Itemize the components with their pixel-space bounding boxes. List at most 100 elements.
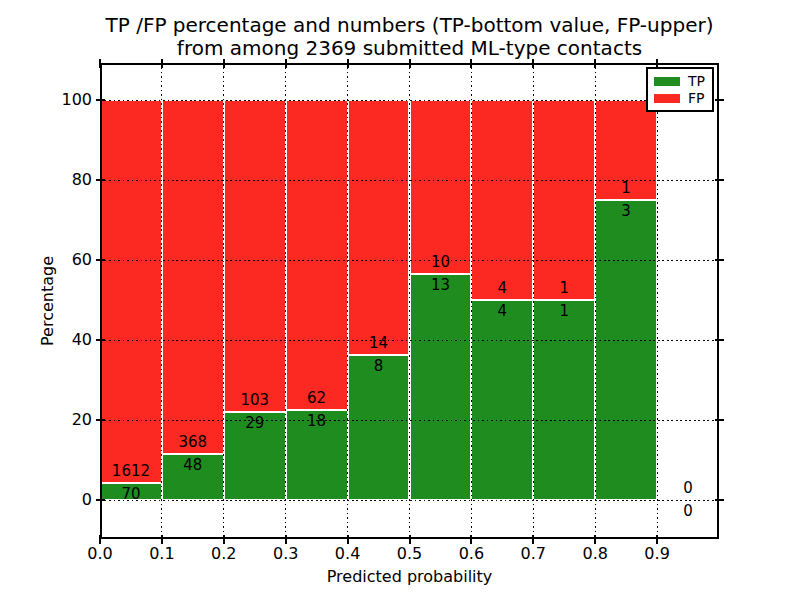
- grid-line-horizontal: [100, 500, 719, 501]
- y-axis-label: Percentage: [38, 256, 57, 346]
- grid-line-vertical: [285, 63, 286, 539]
- fp-bar-segment: [100, 100, 162, 483]
- x-tick-label: 0.7: [503, 544, 563, 564]
- tp-swatch-icon: [654, 77, 680, 86]
- x-tick-label: 0.2: [194, 544, 254, 564]
- bar-group: 11: [533, 100, 595, 500]
- fp-count-label: 62: [280, 389, 354, 408]
- fp-bar-segment: [410, 100, 472, 274]
- fp-count-label: 1: [589, 179, 663, 198]
- x-tick-bottom: [99, 535, 101, 544]
- legend-label-tp: TP: [688, 74, 705, 88]
- x-tick-label: 0.9: [627, 544, 687, 564]
- tp-bar-segment: [533, 300, 595, 500]
- tp-count-label: 3: [589, 202, 663, 221]
- grid-line-vertical: [347, 63, 348, 539]
- tp-count-label: 1: [527, 302, 601, 321]
- grid-line-vertical: [161, 63, 162, 539]
- tp-bar-segment: [471, 300, 533, 500]
- grid-line-vertical: [223, 63, 224, 539]
- x-tick-top: [161, 59, 163, 68]
- grid-line-horizontal: [100, 340, 719, 341]
- grid-line-vertical: [657, 63, 658, 539]
- x-tick-label: 0.0: [70, 544, 130, 564]
- fp-bar-segment: [224, 100, 286, 412]
- plot-area: 16127036848103296218148101344111300: [100, 63, 719, 539]
- chart-title-line1: TP /FP percentage and numbers (TP-bottom…: [100, 14, 719, 37]
- x-tick-label: 0.4: [318, 544, 378, 564]
- x-tick-top: [470, 59, 472, 68]
- fp-swatch-icon: [654, 94, 680, 103]
- y-tick-left: [96, 259, 105, 261]
- legend-entry-fp: FP: [654, 91, 706, 105]
- y-tick-right: [715, 499, 724, 501]
- bar-group: 00: [657, 100, 719, 500]
- x-tick-bottom: [347, 535, 349, 544]
- y-tick-right: [715, 339, 724, 341]
- y-tick-left: [96, 419, 105, 421]
- grid-line-vertical: [533, 63, 534, 539]
- y-tick-right: [715, 259, 724, 261]
- bar-group: 10329: [224, 100, 286, 500]
- y-tick-label: 80: [42, 170, 92, 190]
- y-tick-label: 100: [42, 90, 92, 110]
- x-tick-bottom: [532, 535, 534, 544]
- y-tick-label: 20: [42, 410, 92, 430]
- y-tick-left: [96, 179, 105, 181]
- fp-bar-segment: [471, 100, 533, 300]
- legend-entry-tp: TP: [654, 74, 706, 88]
- x-tick-label: 0.1: [132, 544, 192, 564]
- grid-line-horizontal: [100, 420, 719, 421]
- y-tick-label: 0: [42, 490, 92, 510]
- fp-bar-segment: [286, 100, 348, 410]
- tp-bar-segment: [410, 274, 472, 500]
- bar-group: 161270: [100, 100, 162, 500]
- fp-bar-segment: [533, 100, 595, 300]
- legend-label-fp: FP: [688, 91, 705, 105]
- y-tick-left: [96, 499, 105, 501]
- x-tick-top: [409, 59, 411, 68]
- y-tick-left: [96, 99, 105, 101]
- bar-group: 13: [595, 100, 657, 500]
- figure: TP /FP percentage and numbers (TP-bottom…: [0, 0, 800, 600]
- x-tick-bottom: [470, 535, 472, 544]
- x-tick-bottom: [409, 535, 411, 544]
- tp-count-label: 8: [342, 357, 416, 376]
- y-tick-right: [715, 99, 724, 101]
- fp-count-label: 1: [527, 279, 601, 298]
- fp-count-label: 10: [404, 253, 478, 272]
- x-tick-top: [223, 59, 225, 68]
- x-tick-bottom: [223, 535, 225, 544]
- grid-line-vertical: [595, 63, 596, 539]
- fp-bar-segment: [348, 100, 410, 355]
- tp-bar-segment: [595, 200, 657, 500]
- tp-count-label: 18: [280, 412, 354, 431]
- grid-line-horizontal: [100, 260, 719, 261]
- x-tick-top: [594, 59, 596, 68]
- tp-count-label: 70: [94, 485, 168, 504]
- grid-line-vertical: [471, 63, 472, 539]
- x-tick-bottom: [161, 535, 163, 544]
- x-tick-bottom: [594, 535, 596, 544]
- bar-group: 36848: [162, 100, 224, 500]
- grid-line-horizontal: [100, 100, 719, 101]
- fp-count-label: 14: [342, 334, 416, 353]
- x-tick-label: 0.3: [256, 544, 316, 564]
- x-tick-top: [99, 59, 101, 68]
- x-tick-top: [285, 59, 287, 68]
- grid-line-horizontal: [100, 180, 719, 181]
- chart-title-line2: from among 2369 submitted ML-type contac…: [100, 37, 719, 60]
- x-axis-label: Predicted probability: [100, 567, 719, 586]
- bar-group: 44: [471, 100, 533, 500]
- bar-group: 148: [348, 100, 410, 500]
- y-tick-right: [715, 179, 724, 181]
- fp-count-label: 0: [651, 479, 725, 498]
- x-tick-top: [532, 59, 534, 68]
- chart-title: TP /FP percentage and numbers (TP-bottom…: [100, 14, 719, 60]
- tp-count-label: 48: [156, 456, 230, 475]
- y-tick-left: [96, 339, 105, 341]
- bar-group: 1013: [410, 100, 472, 500]
- grid-line-vertical: [409, 63, 410, 539]
- legend: TP FP: [646, 67, 714, 112]
- x-tick-label: 0.8: [565, 544, 625, 564]
